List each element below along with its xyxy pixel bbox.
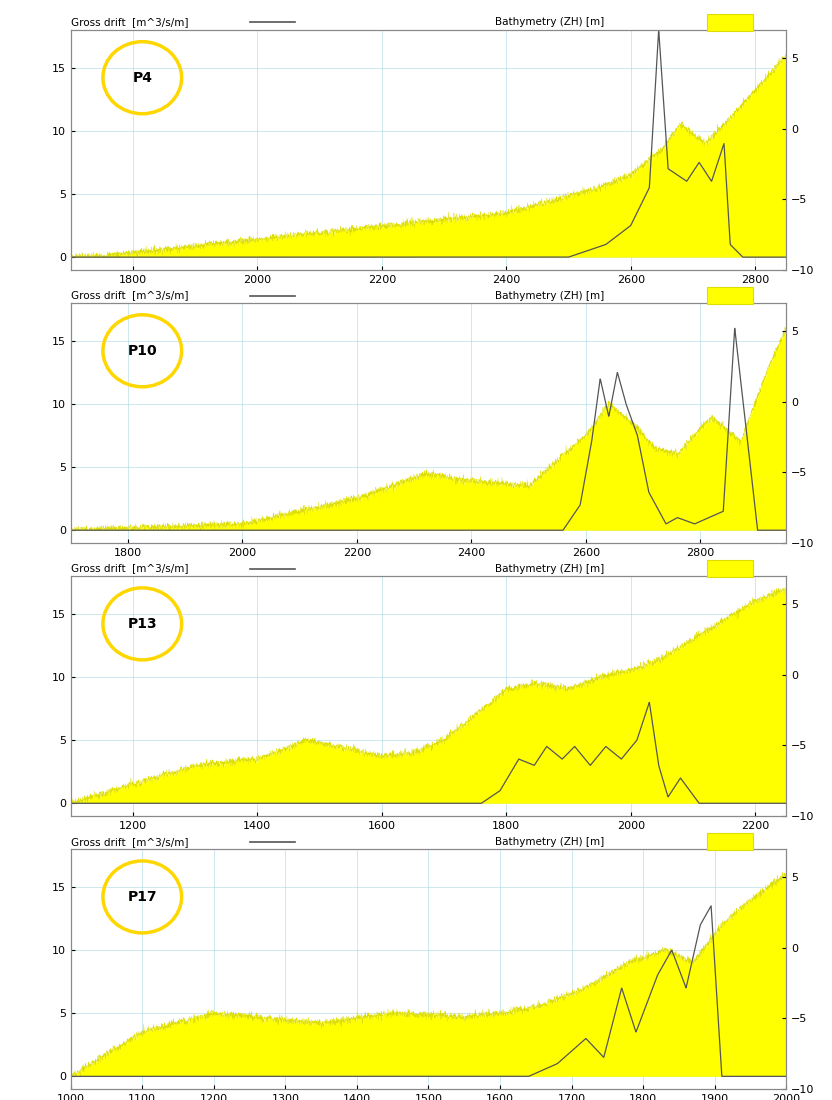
Text: Gross drift  [m^3/s/m]: Gross drift [m^3/s/m] (71, 837, 188, 847)
Text: P17: P17 (127, 890, 157, 904)
Text: P13: P13 (127, 617, 157, 631)
Text: Bathymetry (ZH) [m]: Bathymetry (ZH) [m] (495, 563, 604, 573)
Text: Gross drift  [m^3/s/m]: Gross drift [m^3/s/m] (71, 563, 188, 573)
Text: Gross drift  [m^3/s/m]: Gross drift [m^3/s/m] (71, 18, 188, 28)
Text: P10: P10 (127, 344, 157, 358)
Text: Bathymetry (ZH) [m]: Bathymetry (ZH) [m] (495, 290, 604, 300)
Text: Gross drift  [m^3/s/m]: Gross drift [m^3/s/m] (71, 290, 188, 300)
Text: Bathymetry (ZH) [m]: Bathymetry (ZH) [m] (495, 18, 604, 28)
Text: Bathymetry (ZH) [m]: Bathymetry (ZH) [m] (495, 837, 604, 847)
Text: P4: P4 (132, 70, 152, 85)
